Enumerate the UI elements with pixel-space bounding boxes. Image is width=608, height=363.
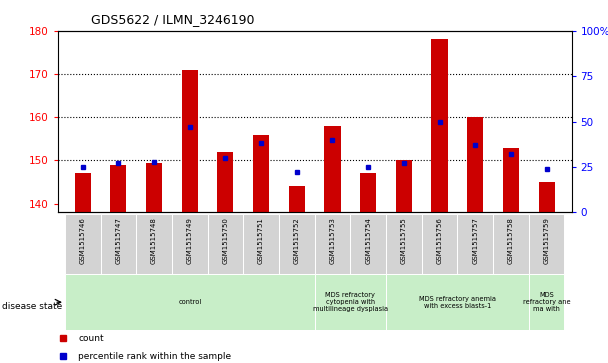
Bar [100, 214, 136, 274]
Text: GSM1515754: GSM1515754 [365, 217, 371, 264]
Bar [350, 214, 386, 274]
Text: GSM1515756: GSM1515756 [437, 217, 443, 264]
Bar [289, 187, 305, 212]
Bar [360, 174, 376, 212]
Text: control: control [178, 299, 201, 305]
Text: GSM1515758: GSM1515758 [508, 217, 514, 264]
Bar [386, 274, 529, 330]
Text: GSM1515751: GSM1515751 [258, 217, 264, 264]
Bar [65, 274, 315, 330]
Text: GSM1515757: GSM1515757 [472, 217, 478, 264]
Text: GSM1515746: GSM1515746 [80, 217, 86, 264]
Bar [432, 40, 447, 212]
Bar [503, 147, 519, 212]
Text: GSM1515753: GSM1515753 [330, 217, 336, 264]
Text: GSM1515748: GSM1515748 [151, 217, 157, 264]
Bar [172, 214, 207, 274]
Text: percentile rank within the sample: percentile rank within the sample [78, 352, 232, 361]
Bar [325, 126, 340, 212]
Bar [467, 117, 483, 212]
Bar [457, 214, 493, 274]
Bar [386, 214, 422, 274]
Bar [529, 214, 564, 274]
Bar [111, 165, 126, 212]
Text: GSM1515749: GSM1515749 [187, 217, 193, 264]
Bar [182, 70, 198, 212]
Bar [279, 214, 315, 274]
Bar [422, 214, 457, 274]
Text: GSM1515747: GSM1515747 [116, 217, 122, 264]
Text: GSM1515759: GSM1515759 [544, 217, 550, 264]
Text: MDS refractory
cytopenia with
multilineage dysplasia: MDS refractory cytopenia with multilinea… [313, 292, 388, 312]
Bar [218, 152, 233, 212]
Text: disease state: disease state [2, 302, 62, 311]
Text: GDS5622 / ILMN_3246190: GDS5622 / ILMN_3246190 [91, 13, 255, 26]
Text: MDS
refractory ane
ma with: MDS refractory ane ma with [523, 292, 570, 312]
Bar [493, 214, 529, 274]
Bar [207, 214, 243, 274]
Bar [315, 214, 350, 274]
Text: MDS refractory anemia
with excess blasts-1: MDS refractory anemia with excess blasts… [419, 296, 496, 309]
Bar [396, 160, 412, 212]
Bar [529, 274, 564, 330]
Text: GSM1515752: GSM1515752 [294, 217, 300, 264]
Bar [253, 135, 269, 212]
Text: GSM1515755: GSM1515755 [401, 217, 407, 264]
Bar [539, 182, 554, 212]
Bar [146, 163, 162, 212]
Text: count: count [78, 334, 104, 343]
Bar [65, 214, 100, 274]
Text: GSM1515750: GSM1515750 [223, 217, 229, 264]
Bar [243, 214, 279, 274]
Bar [315, 274, 386, 330]
Bar [75, 174, 91, 212]
Bar [136, 214, 172, 274]
